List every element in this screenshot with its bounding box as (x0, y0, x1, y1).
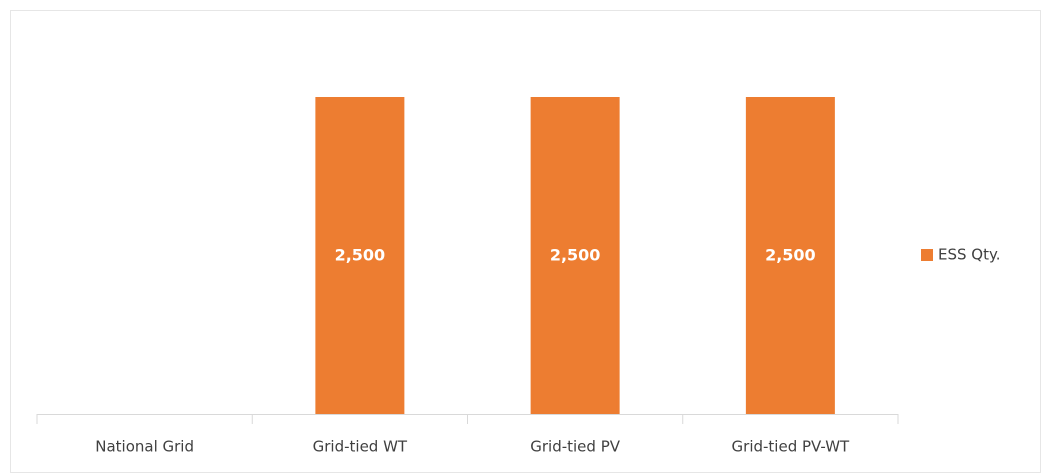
legend-label: ESS Qty. (938, 246, 1000, 264)
bar (745, 97, 835, 414)
legend-swatch (921, 249, 933, 261)
data-label: 2,500 (335, 246, 386, 265)
x-tick-label: Grid-tied PV-WT (732, 438, 851, 456)
x-tick-label: Grid-tied PV (530, 438, 621, 456)
bar (315, 97, 405, 414)
data-label: 2,500 (765, 246, 816, 265)
bar (530, 97, 620, 414)
x-tick-label: National Grid (95, 438, 194, 456)
x-tick-label: Grid-tied WT (313, 438, 408, 456)
data-label: 2,500 (550, 246, 601, 265)
data-label: - (141, 403, 148, 422)
chart-frame (10, 10, 1041, 473)
